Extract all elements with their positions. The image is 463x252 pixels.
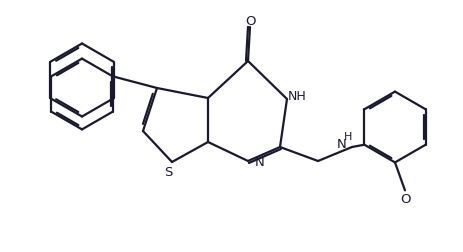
Text: O: O xyxy=(400,192,410,205)
Text: H: H xyxy=(343,132,351,141)
Text: NH: NH xyxy=(287,89,306,102)
Text: N: N xyxy=(255,155,264,168)
Text: S: S xyxy=(163,166,172,179)
Text: O: O xyxy=(245,14,256,27)
Text: N: N xyxy=(337,138,346,151)
